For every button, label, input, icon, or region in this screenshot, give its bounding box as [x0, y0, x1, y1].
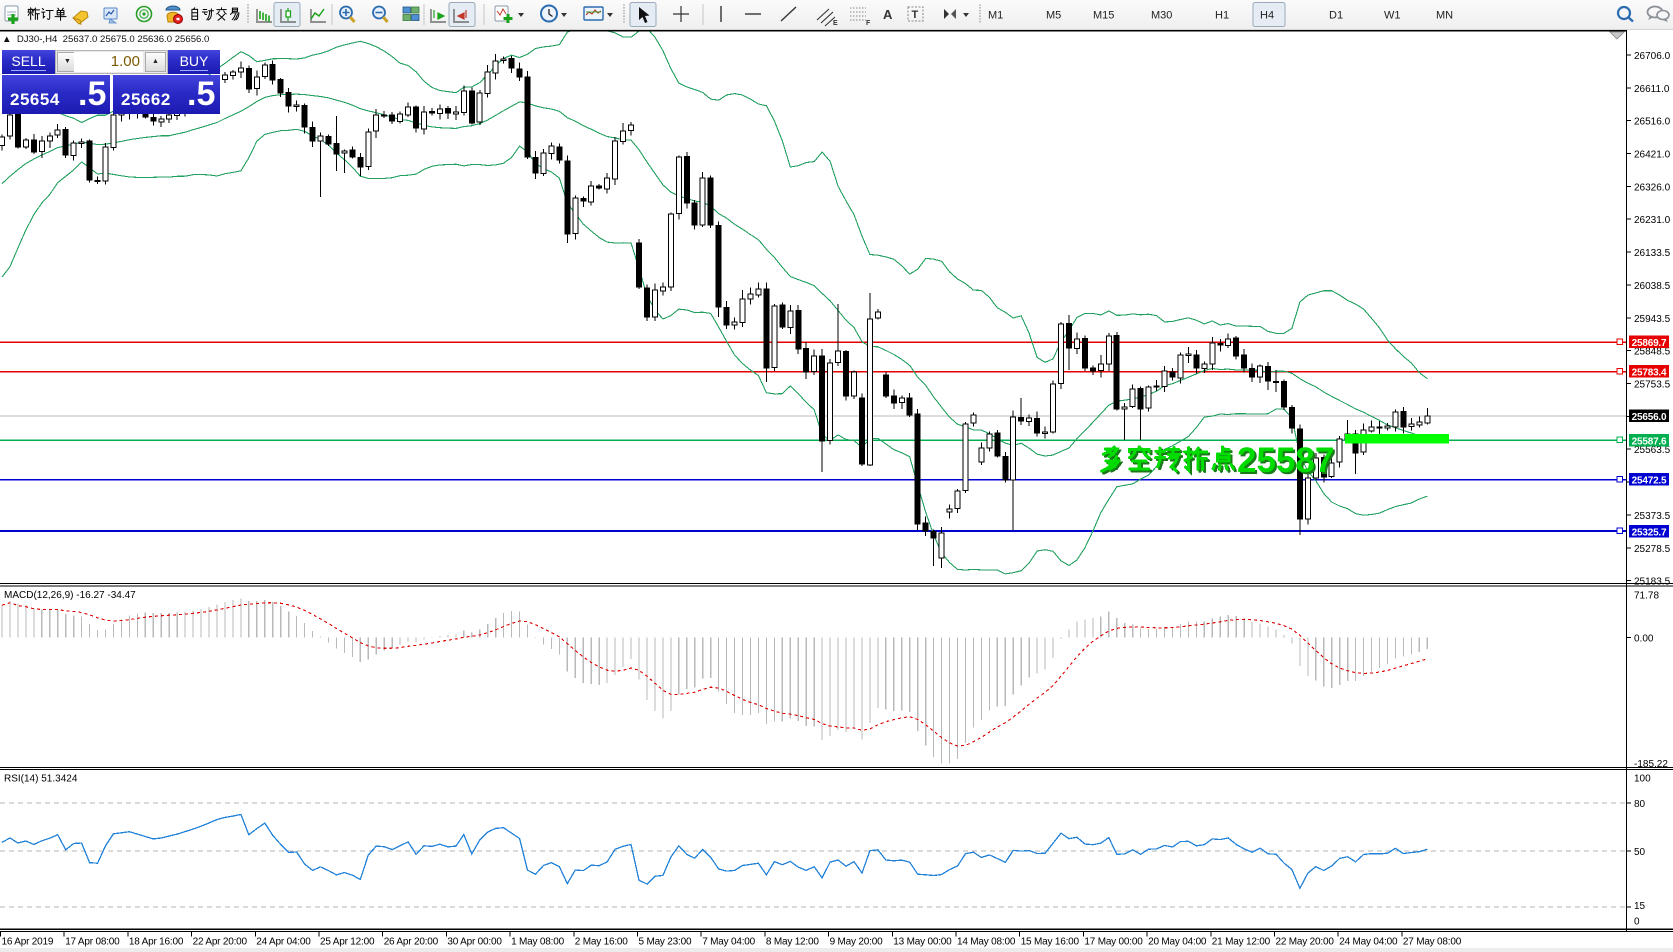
svg-text:26421.0: 26421.0 [1634, 150, 1671, 161]
svg-text:25563.5: 25563.5 [1634, 445, 1671, 456]
svg-text:7 May 04:00: 7 May 04:00 [702, 937, 755, 948]
svg-text:26 Apr 20:00: 26 Apr 20:00 [384, 937, 439, 948]
svg-text:M15: M15 [1093, 10, 1114, 22]
svg-text:0.00: 0.00 [1634, 633, 1654, 644]
svg-text:50: 50 [1634, 847, 1646, 858]
svg-text:26326.0: 26326.0 [1634, 182, 1671, 193]
svg-text:25753.5: 25753.5 [1634, 380, 1671, 391]
svg-text:2 May 16:00: 2 May 16:00 [575, 937, 628, 948]
svg-text:MACD(12,26,9) -16.27 -34.47: MACD(12,26,9) -16.27 -34.47 [4, 590, 136, 601]
svg-text:H4: H4 [1260, 10, 1274, 22]
svg-text:26516.0: 26516.0 [1634, 117, 1671, 128]
svg-text:25587.6: 25587.6 [1632, 437, 1667, 448]
svg-text:26133.5: 26133.5 [1634, 248, 1671, 259]
svg-text:27 May 08:00: 27 May 08:00 [1403, 937, 1462, 948]
svg-text:15: 15 [1634, 901, 1646, 912]
svg-text:22 May 20:00: 22 May 20:00 [1276, 937, 1335, 948]
svg-text:24 Apr 04:00: 24 Apr 04:00 [256, 937, 311, 948]
svg-text:25943.5: 25943.5 [1634, 314, 1671, 325]
svg-text:18 Apr 16:00: 18 Apr 16:00 [129, 937, 184, 948]
svg-text:25783.4: 25783.4 [1632, 368, 1667, 379]
svg-text:26611.0: 26611.0 [1634, 84, 1670, 95]
svg-text:25278.5: 25278.5 [1634, 544, 1671, 555]
svg-text:25587: 25587 [1237, 441, 1334, 480]
svg-text:26706.0: 26706.0 [1634, 51, 1671, 62]
svg-text:21 May 12:00: 21 May 12:00 [1212, 937, 1271, 948]
svg-text:9 May 20:00: 9 May 20:00 [830, 937, 883, 948]
svg-text:M30: M30 [1151, 10, 1172, 22]
svg-text:D1: D1 [1329, 10, 1343, 22]
svg-text:M1: M1 [988, 10, 1003, 22]
svg-text:RSI(14) 51.3424: RSI(14) 51.3424 [4, 774, 78, 785]
svg-text:16 Apr 2019: 16 Apr 2019 [2, 937, 54, 948]
svg-text:MN: MN [1436, 10, 1453, 22]
svg-text:A: A [883, 7, 893, 22]
svg-text:-185.22: -185.22 [1634, 759, 1668, 770]
svg-text:25656.0: 25656.0 [1632, 412, 1667, 423]
svg-text:25325.7: 25325.7 [1632, 527, 1667, 538]
svg-text:25472.5: 25472.5 [1632, 476, 1667, 487]
svg-text:25373.5: 25373.5 [1634, 511, 1671, 522]
svg-text:25587: 25587 [1239, 443, 1336, 482]
svg-text:14 May 08:00: 14 May 08:00 [957, 937, 1016, 948]
svg-text:E: E [833, 20, 838, 27]
svg-text:15 May 16:00: 15 May 16:00 [1021, 937, 1080, 948]
svg-text:17 Apr 08:00: 17 Apr 08:00 [65, 937, 120, 948]
svg-text:25183.5: 25183.5 [1634, 577, 1671, 588]
svg-text:26231.0: 26231.0 [1634, 215, 1671, 226]
svg-text:M5: M5 [1046, 10, 1061, 22]
svg-text:30 Apr 00:00: 30 Apr 00:00 [447, 937, 502, 948]
svg-text:H1: H1 [1215, 10, 1229, 22]
svg-text:26038.5: 26038.5 [1634, 281, 1671, 292]
svg-text:W1: W1 [1384, 10, 1401, 22]
svg-text:25 Apr 12:00: 25 Apr 12:00 [320, 937, 375, 948]
svg-text:T: T [912, 9, 919, 21]
svg-text:25848.5: 25848.5 [1634, 347, 1671, 358]
svg-text:22 Apr 20:00: 22 Apr 20:00 [193, 937, 248, 948]
svg-text:F: F [866, 20, 871, 27]
svg-text:8 May 12:00: 8 May 12:00 [766, 937, 819, 948]
svg-text:5 May 23:00: 5 May 23:00 [639, 937, 692, 948]
svg-text:20 May 04:00: 20 May 04:00 [1148, 937, 1207, 948]
svg-text:17 May 00:00: 17 May 00:00 [1084, 937, 1143, 948]
svg-text:1 May 08:00: 1 May 08:00 [511, 937, 564, 948]
svg-text:71.78: 71.78 [1634, 591, 1659, 602]
svg-text:25869.7: 25869.7 [1632, 338, 1667, 349]
svg-text:80: 80 [1634, 799, 1646, 810]
svg-text:24 May 04:00: 24 May 04:00 [1339, 937, 1398, 948]
svg-text:0: 0 [1634, 917, 1640, 928]
svg-text:13 May 00:00: 13 May 00:00 [893, 937, 952, 948]
svg-text:100: 100 [1634, 774, 1651, 785]
